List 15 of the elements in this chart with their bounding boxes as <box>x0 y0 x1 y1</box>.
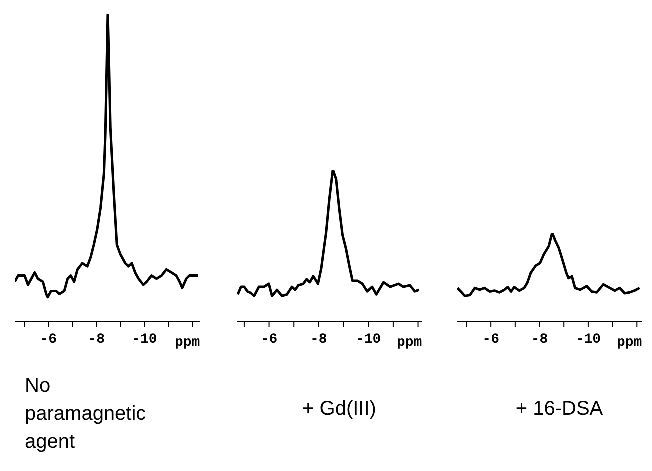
x-tick-label: -6 <box>260 332 278 348</box>
x-axis-title: ppm <box>617 335 642 351</box>
x-tick-label: -10 <box>576 332 602 348</box>
x-axis-title: ppm <box>175 335 200 351</box>
x-tick-label: -10 <box>356 332 382 348</box>
x-tick-label: -6 <box>40 332 58 348</box>
x-tick-label: -6 <box>482 332 500 348</box>
x-tick-label: -10 <box>132 332 158 348</box>
x-tick-label: -8 <box>531 332 548 348</box>
text: + Gd(III) <box>302 398 378 421</box>
x-tick-label: -8 <box>310 332 328 348</box>
text: + 16-DSA <box>514 398 604 421</box>
x-axis-title: ppm <box>397 335 422 351</box>
text: No paramagnetic agent <box>25 374 148 455</box>
x-tick-label: -8 <box>88 332 106 348</box>
